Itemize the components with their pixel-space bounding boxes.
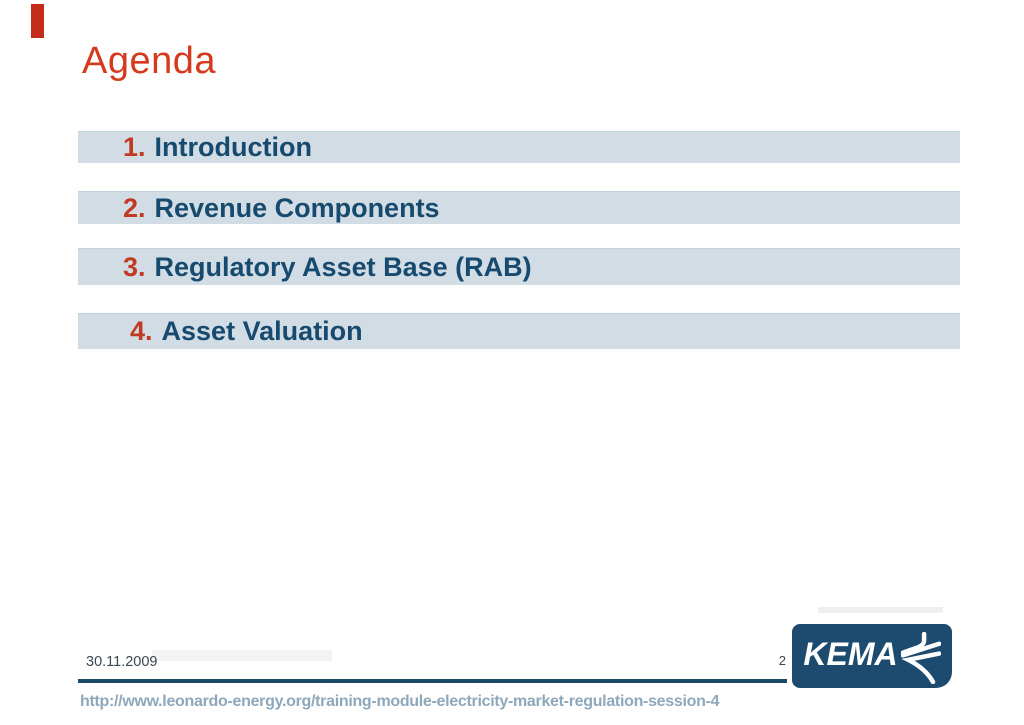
agenda-item-2: 2. Revenue Components xyxy=(78,191,960,224)
agenda-item-1: 1. Introduction xyxy=(78,131,960,163)
agenda-item-number: 2. xyxy=(123,192,146,223)
ghost-artifact xyxy=(152,650,332,661)
footer-divider-line xyxy=(78,679,787,683)
ghost-artifact xyxy=(818,607,943,613)
agenda-item-number: 3. xyxy=(123,251,146,282)
slide-title: Agenda xyxy=(82,40,217,82)
source-url-link[interactable]: http://www.leonardo-energy.org/training-… xyxy=(80,693,720,710)
red-accent-bar xyxy=(31,4,44,38)
kema-logo: KEMA xyxy=(792,624,952,688)
agenda-item-label: Regulatory Asset Base (RAB) xyxy=(154,251,532,282)
agenda-item-number: 4. xyxy=(130,316,153,346)
page-number: 2 xyxy=(778,653,786,668)
agenda-item-label: Introduction xyxy=(154,132,312,162)
kema-mark-icon xyxy=(900,631,941,684)
agenda-item-3: 3. Regulatory Asset Base (RAB) xyxy=(78,248,960,285)
agenda-item-number: 1. xyxy=(123,132,146,162)
agenda-item-4: 4. Asset Valuation xyxy=(78,313,960,349)
footer-date: 30.11.2009 xyxy=(86,654,158,670)
kema-logo-text: KEMA xyxy=(803,636,898,672)
agenda-item-label: Revenue Components xyxy=(154,192,440,223)
agenda-item-label: Asset Valuation xyxy=(161,316,363,346)
